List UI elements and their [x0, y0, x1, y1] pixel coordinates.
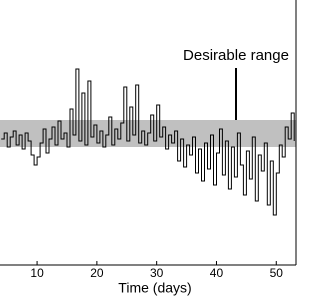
x-axis-label: Time (days) — [118, 280, 191, 296]
annotation: Desirable range — [183, 47, 289, 64]
x-tick-label: 20 — [90, 266, 104, 280]
x-tick-label: 40 — [210, 266, 224, 280]
chart: Desirable range Time (days) 10 20 30 40 50 — [0, 0, 297, 296]
x-tick-label: 10 — [30, 266, 44, 280]
x-tick-label: 30 — [150, 266, 164, 280]
data-line — [1, 68, 295, 216]
x-tick-label: 50 — [270, 266, 284, 280]
